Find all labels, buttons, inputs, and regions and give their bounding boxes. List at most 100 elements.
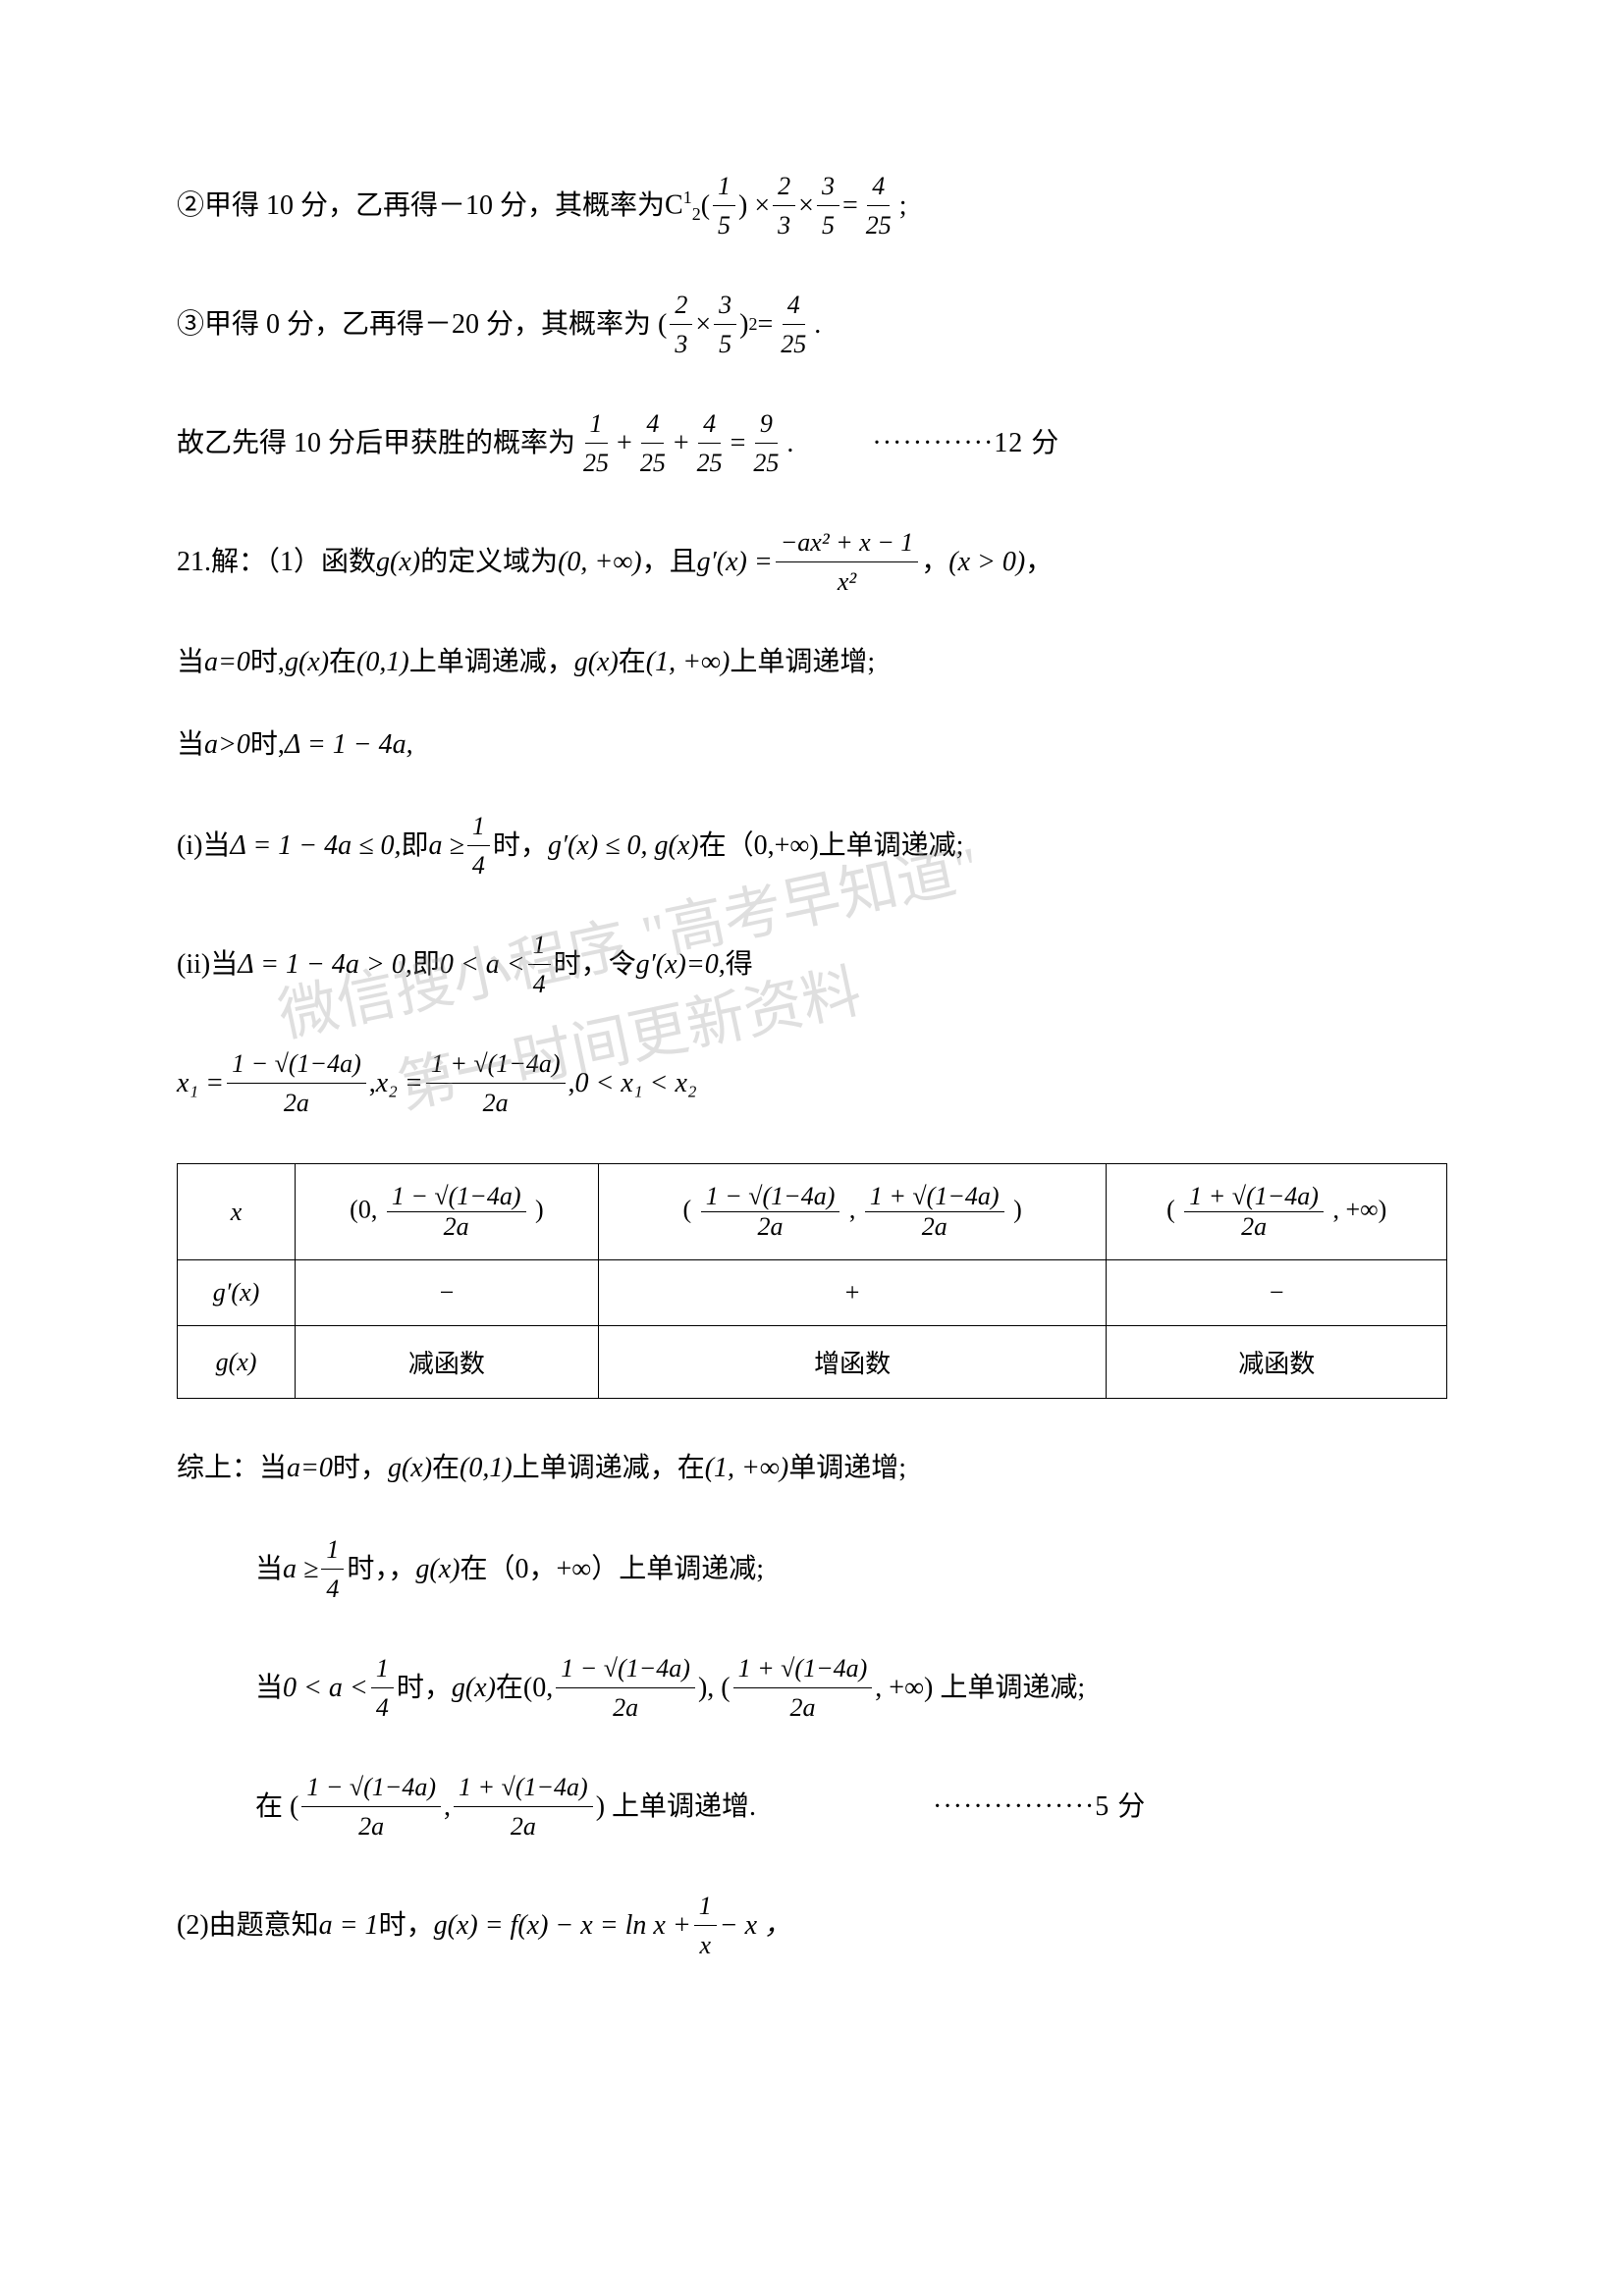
comma: , [369,1063,376,1104]
interval-cell: ( 1 + √(1−4a)2a , +∞) [1107,1164,1447,1260]
expr: g′(x) ≤ 0, g(x) [548,826,699,867]
monotone-cell: 减函数 [1107,1326,1447,1399]
expr: − x ， [720,1905,791,1947]
fraction: 23 [773,167,795,244]
text: ) 上单调递增. [596,1787,756,1828]
text: 得 [726,944,753,986]
text: 在 [329,642,356,683]
fraction: 425 [776,286,811,363]
expr: 0 < a < [440,944,525,986]
score-marker: ················5 分 [933,1787,1146,1828]
line-13: 在 ( 1 − √(1−4a)2a , 1 + √(1−4a)2a ) 上单调递… [177,1768,1447,1845]
text: . [814,304,821,346]
line-11: 当 a ≥ 14 时，， g(x) 在（0，+∞）上单调递减; [177,1530,1447,1608]
text: 在（0，+∞）上单调递减; [460,1549,764,1590]
fraction: 425 [692,404,728,482]
condition: (x > 0) [948,542,1025,583]
line-3: 故乙先得 10 分后甲获胜的概率为 125 + 425 + 425 = 925 … [177,404,1447,482]
expr: g(x) [415,1549,460,1590]
text: 时，令 [554,944,636,986]
sign-cell: − [296,1260,599,1326]
expr: a ≥ [283,1549,318,1590]
times: × [695,304,711,346]
th-gprime: g′(x) [178,1260,296,1326]
comma: , [444,1787,451,1828]
expr: g′(x)=0, [636,944,726,986]
interval: (0,1) [356,642,409,683]
expr: Δ = 1 − 4a, [285,724,413,766]
expr: Δ = 1 − 4a ≤ 0, [230,826,401,867]
dot: . [786,423,793,464]
fraction: 425 [861,167,896,244]
expr: a>0 [204,724,250,766]
line-6: 当 a>0 时, Δ = 1 − 4a, [177,724,1447,766]
fraction: 15 [713,167,735,244]
fraction: 1 − √(1−4a)2a [556,1649,695,1727]
expr: a = 1 [319,1905,379,1947]
th-g: g(x) [178,1326,296,1399]
text: (2)由题意知 [177,1905,319,1947]
line-9: x₁ = 1 − √(1−4a)2a , x₂ = 1 + √(1−4a)2a … [177,1044,1447,1122]
fraction: 35 [714,286,736,363]
expr: g(x) = f(x) − x = ln x + [434,1905,691,1947]
expr: x₁ = [177,1063,224,1104]
fraction: −ax² + x − 1x² [776,523,919,601]
line-10: 综上：当 a=0 时， g(x) 在 (0,1) 上单调递减，在 (1, +∞)… [177,1448,1447,1489]
interval-cell: ( 1 − √(1−4a)2a , 1 + √(1−4a)2a ) [598,1164,1107,1260]
text: ②甲得 10 分，乙再得－10 分，其概率为 [177,186,665,227]
fraction: 1 − √(1−4a)2a [301,1768,441,1845]
expr: g(x) [285,642,329,683]
fraction: 23 [670,286,692,363]
interval: (1, +∞) [705,1448,789,1489]
text: , +∞) 上单调递减; [875,1668,1085,1709]
fraction: 1x [694,1887,717,1964]
monotone-cell: 减函数 [296,1326,599,1399]
text: 当 [177,642,204,683]
table-row-header: x (0, 1 − √(1−4a)2a ) ( 1 − √(1−4a)2a , … [178,1164,1447,1260]
text: 时， [379,1905,434,1947]
expr: a=0 [287,1448,333,1489]
interval: (0,1) [460,1448,513,1489]
fraction: 1 + √(1−4a)2a [426,1044,566,1122]
expr: g(x) [574,642,619,683]
fraction: 14 [371,1649,394,1727]
fraction: 1 − √(1−4a)2a [227,1044,366,1122]
expr: g(x) [452,1668,496,1709]
text: 时, [250,724,285,766]
interval: (0, +∞) [558,542,642,583]
expr: a=0 [204,642,250,683]
expr: a ≥ [429,826,464,867]
line-8: (ii)当 Δ = 1 − 4a > 0, 即 0 < a < 14 时，令 g… [177,926,1447,1003]
th-x: x [178,1164,296,1260]
text: 综上：当 [177,1448,287,1489]
text: 即 [402,826,429,867]
table-row-function: g(x) 减函数 增函数 减函数 [178,1326,1447,1399]
fraction: 35 [817,167,839,244]
text: 在 [432,1448,460,1489]
lparen: ( [701,186,710,227]
text: 故乙先得 10 分后甲获胜的概率为 [177,423,575,464]
fraction: 14 [528,926,551,1003]
lparen: (0, [523,1668,553,1709]
comma: ， [1025,542,1053,583]
line-1: ②甲得 10 分，乙再得－10 分，其概率为 C12 ( 15 ) × 23 ×… [177,167,1447,244]
fraction: 14 [321,1530,344,1608]
text: ), ( [698,1668,731,1709]
line-2: ③甲得 0 分，乙再得－20 分，其概率为 ( 23 × 35 ) 2 = 42… [177,286,1447,363]
exponent: 2 [748,311,757,338]
text: 即 [412,944,440,986]
text: 在 [496,1668,523,1709]
expr: x₂ = [376,1063,423,1104]
times: × [798,186,814,227]
text: 当 [255,1668,283,1709]
text: 时， [397,1668,452,1709]
text: 单调递增; [788,1448,906,1489]
line-12: 当 0 < a < 14 时， g(x) 在 (0, 1 − √(1−4a)2a… [177,1649,1447,1727]
fraction: 1 + √(1−4a)2a [733,1649,873,1727]
line-7: (i)当 Δ = 1 − 4a ≤ 0, 即 a ≥ 14 时， g′(x) ≤… [177,807,1447,884]
fraction: 925 [748,404,784,482]
comma: ， [921,542,948,583]
expr: 0 < a < [283,1668,368,1709]
text: 时，， [347,1549,415,1590]
line-4: 21.解：（1）函数 g(x) 的定义域为 (0, +∞) ，且 g′(x) =… [177,523,1447,601]
